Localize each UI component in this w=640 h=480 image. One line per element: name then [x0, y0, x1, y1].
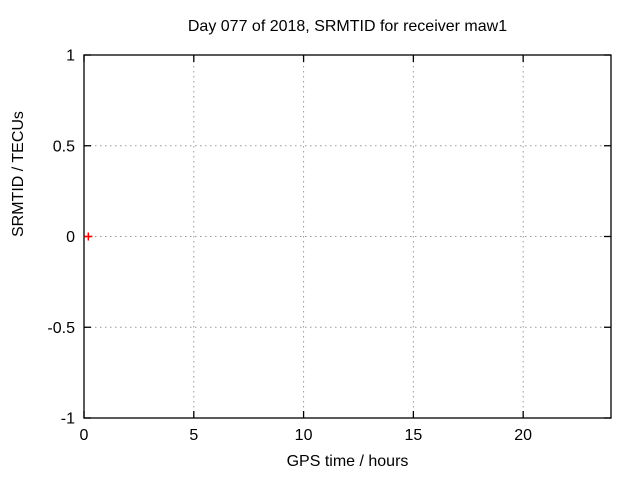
x-axis-label: GPS time / hours — [286, 453, 409, 470]
y-tick-label: -1 — [61, 411, 75, 428]
x-tick-label: 15 — [404, 427, 422, 444]
x-tick-label: 10 — [295, 427, 313, 444]
y-tick-label: -0.5 — [47, 320, 75, 337]
x-tick-label: 20 — [514, 427, 532, 444]
x-tick-label: 0 — [80, 427, 89, 444]
chart-title: Day 077 of 2018, SRMTID for receiver maw… — [187, 18, 508, 35]
y-tick-label: 1 — [66, 48, 75, 65]
y-tick-label: 0 — [66, 229, 75, 246]
grid-lines — [85, 56, 610, 417]
tick-labels: 0 5 10 15 20 -1 -0.5 0 0.5 1 — [47, 48, 532, 445]
plot-frame — [83, 54, 612, 419]
series-SRMTID — [84, 232, 93, 241]
tick-marks — [83, 54, 611, 419]
y-tick-label: 0.5 — [53, 138, 75, 155]
x-tick-label: 5 — [189, 427, 198, 444]
